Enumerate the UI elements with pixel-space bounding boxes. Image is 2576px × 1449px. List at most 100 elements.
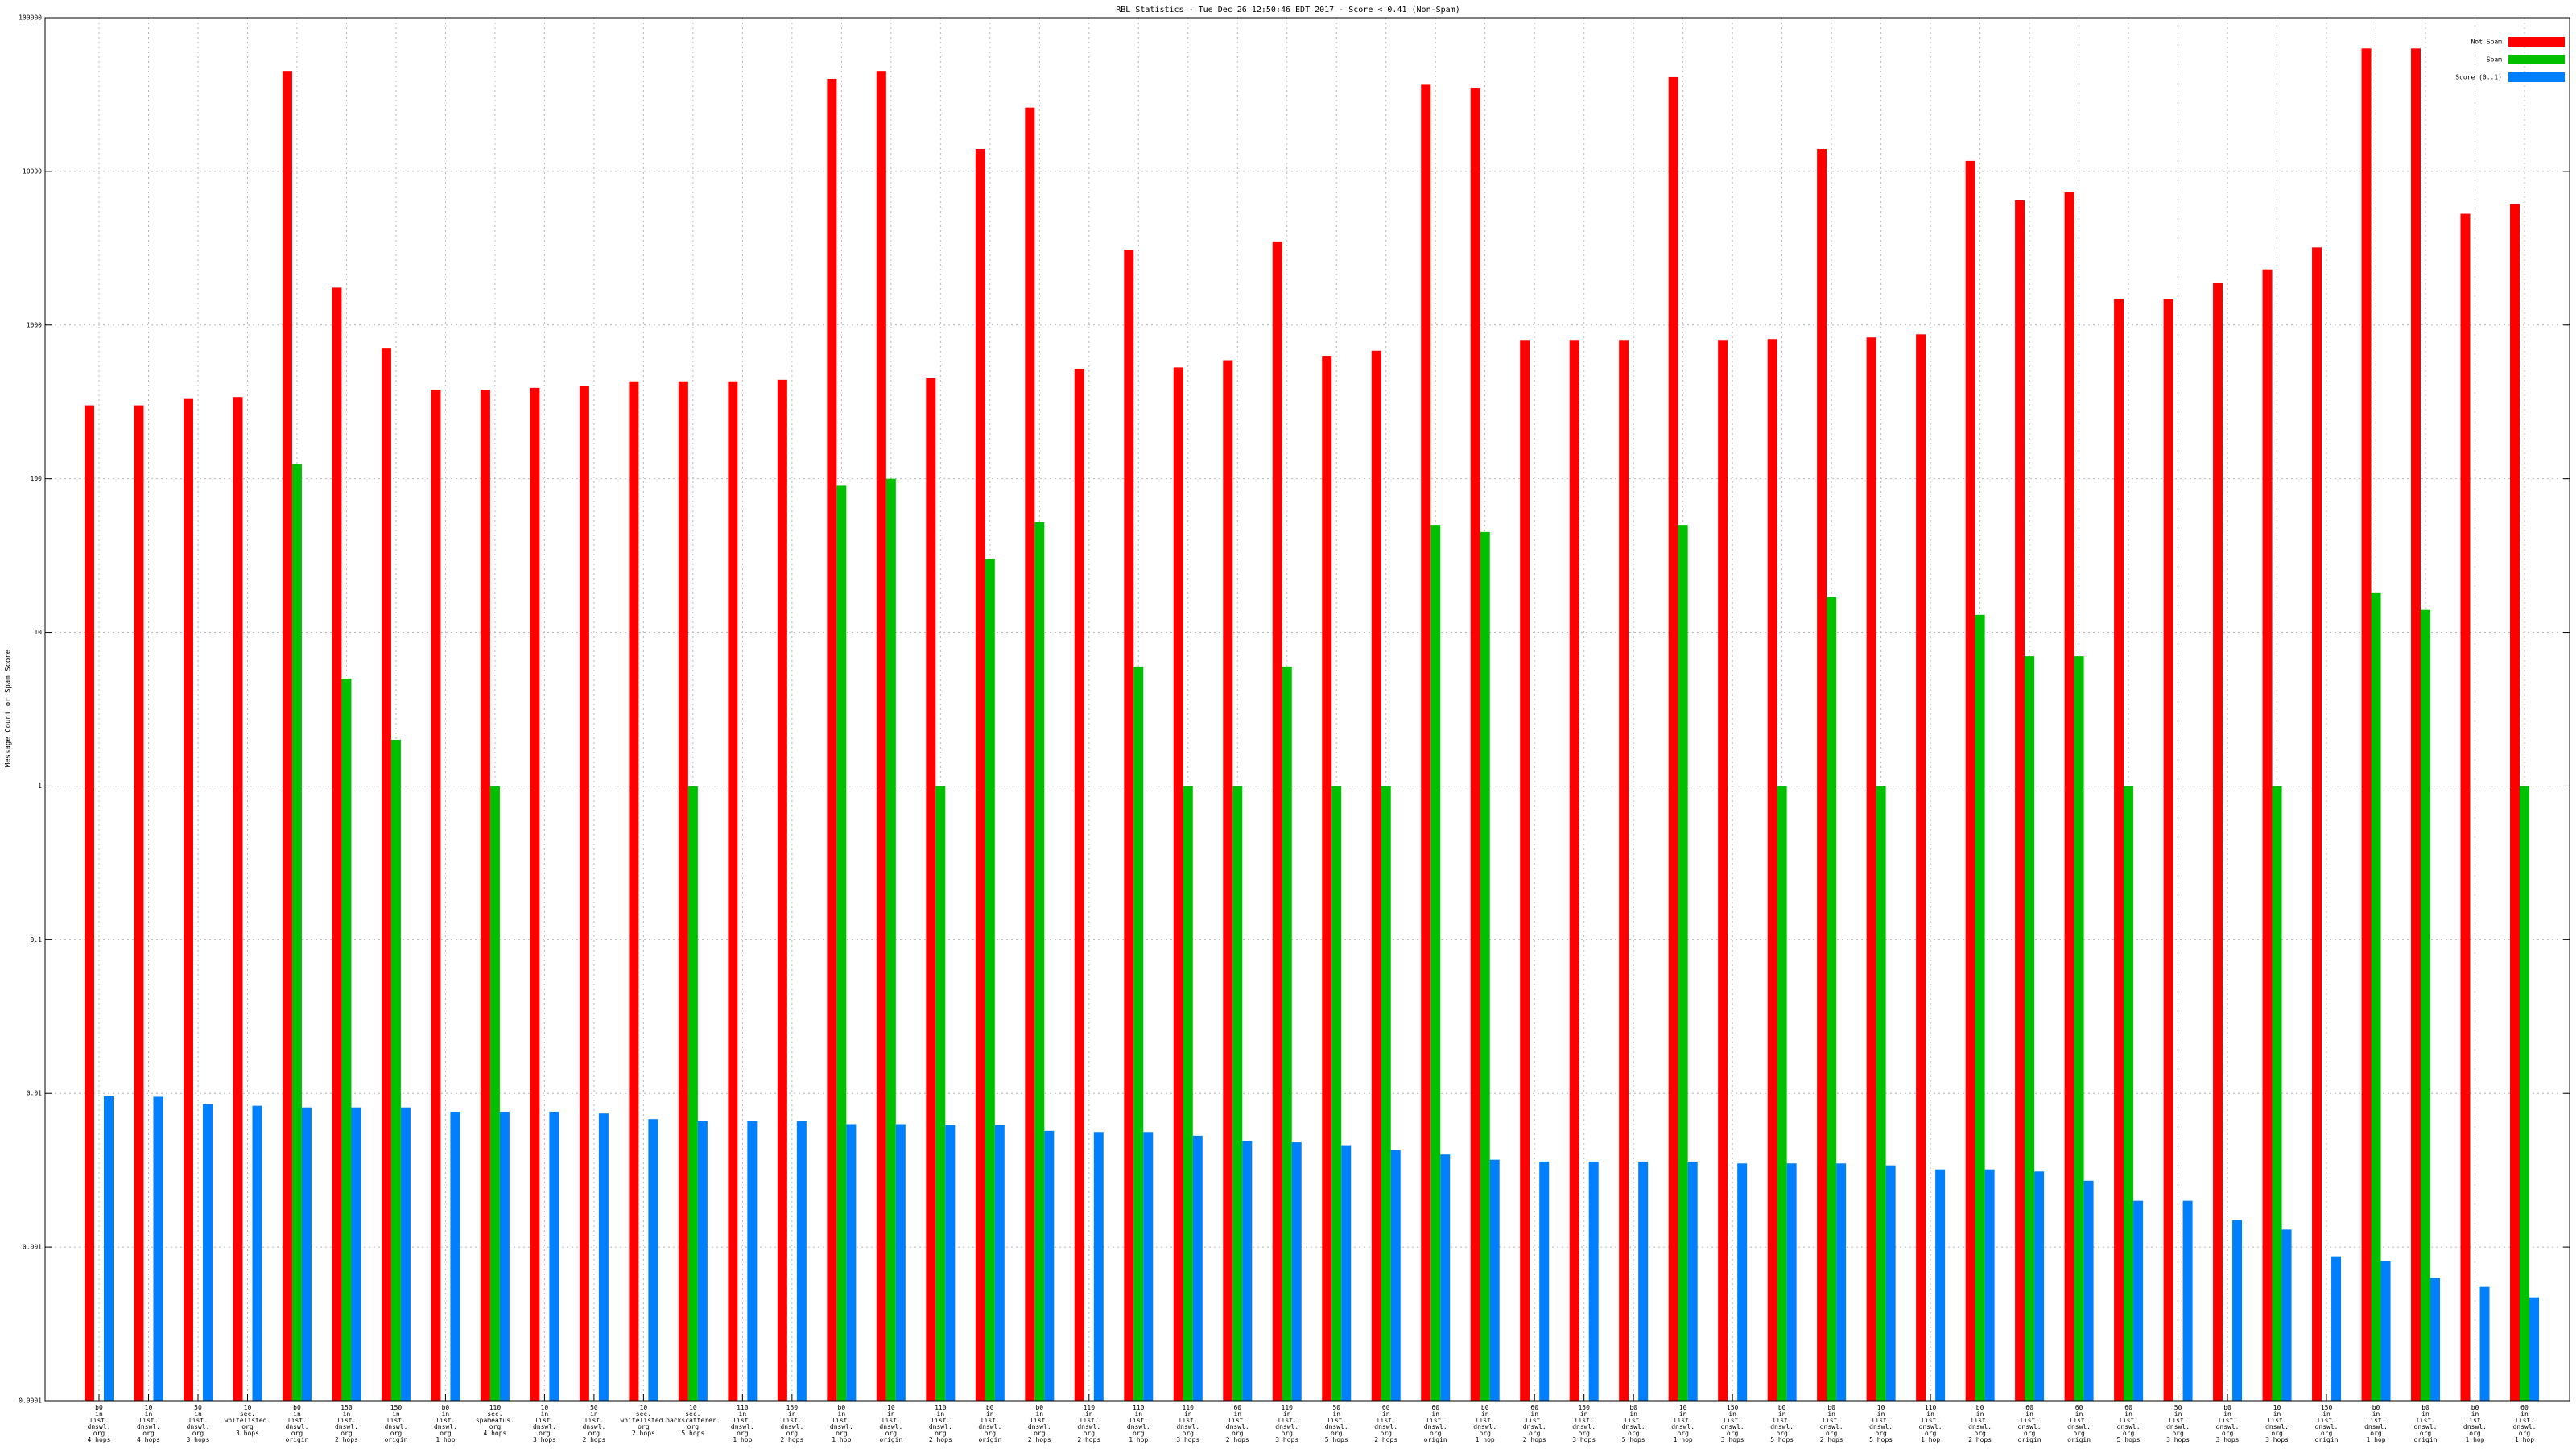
bar (1718, 340, 1728, 1401)
bar (1687, 1161, 1698, 1401)
bar (2262, 269, 2273, 1401)
bar (499, 1111, 510, 1401)
x-tick-label: 60 in list. dnswl. org 2 hops (1226, 1404, 1249, 1443)
x-tick-label: 10 in list. dnswl. org 4 hops (137, 1404, 160, 1443)
bar (351, 1107, 361, 1401)
bar (1381, 786, 1391, 1401)
x-tick-label: 10 sec. whitelisted. org 3 hops (225, 1404, 271, 1437)
bar (1430, 525, 1441, 1402)
bar (1737, 1163, 1748, 1401)
bar (2163, 299, 2174, 1401)
x-tick-label: 110 in list. dnswl. org 1 hop (731, 1404, 754, 1443)
x-tick-label: b0 in list. dnswl. org 2 hops (1968, 1404, 1992, 1443)
bar (341, 679, 352, 1401)
bar (549, 1111, 559, 1401)
bar (183, 398, 193, 1401)
bar (1183, 786, 1193, 1401)
bar (1291, 1142, 1302, 1401)
x-tick-label: b0 in list. dnswl. org 1 hop (830, 1404, 853, 1443)
bar (1520, 340, 1530, 1401)
x-tick-label: 10 sec. whitelisted. org 2 hops (620, 1404, 667, 1437)
bar (2232, 1220, 2243, 1401)
x-tick-label: b0 in list. dnswl. org origin (2414, 1404, 2438, 1443)
x-tick-label: b0 in list. dnswl. org 1 hop (1473, 1404, 1496, 1443)
bar (2213, 283, 2223, 1401)
bar (291, 464, 302, 1401)
bar (1470, 88, 1480, 1401)
x-tick-label: 110 in list. dnswl. org 1 hop (1127, 1404, 1150, 1443)
x-tick-label: 150 in list. dnswl. org 2 hops (335, 1404, 358, 1443)
x-tick-label: 60 in list. dnswl. org origin (2018, 1404, 2041, 1443)
bar (687, 786, 698, 1401)
x-tick-label: 10 in list. dnswl. org 5 hops (1869, 1404, 1893, 1443)
x-tick-label: 10 in list. dnswl. org 3 hops (2265, 1404, 2289, 1443)
x-tick-label: 110 in list. dnswl. org 3 hops (1176, 1404, 1199, 1443)
x-tick-label: b0 in list. dnswl. org 5 hops (1622, 1404, 1645, 1443)
x-tick-label: 60 in list. dnswl. org 2 hops (1523, 1404, 1546, 1443)
y-tick-label: 100 (31, 475, 43, 482)
bar (1322, 356, 1332, 1402)
bar (1638, 1161, 1649, 1401)
legend-swatch (2508, 72, 2565, 82)
bar (1044, 1130, 1055, 1401)
bar (1489, 1159, 1500, 1401)
bar (2331, 1256, 2342, 1401)
bar (530, 387, 540, 1401)
x-tick-label: b0 in list. dnswl. org 2 hops (1820, 1404, 1843, 1443)
bar (846, 1124, 857, 1401)
bar (2074, 656, 2084, 1401)
bar (895, 1124, 906, 1401)
bar (1390, 1150, 1401, 1401)
bar (2380, 1261, 2391, 1401)
x-tick-label: 150 in list. dnswl. org 3 hops (1572, 1404, 1596, 1443)
x-tick-label: 110 sec. spameatus. org 4 hops (476, 1404, 514, 1437)
y-tick-label: 1000 (27, 321, 42, 328)
bar (2520, 786, 2529, 1401)
legend-label: Spam (2487, 56, 2502, 64)
bar (1539, 1161, 1550, 1401)
bar (2034, 1171, 2045, 1401)
bar (85, 405, 94, 1402)
y-tick-label: 0.01 (27, 1090, 42, 1097)
bar (876, 71, 886, 1401)
bar (945, 1125, 956, 1401)
bar (678, 381, 688, 1401)
bar (1935, 1169, 1946, 1401)
bar (450, 1111, 460, 1401)
x-tick-label: 60 in list. dnswl. org 1 hop (2513, 1404, 2537, 1443)
bar (2371, 592, 2381, 1401)
bar (153, 1096, 163, 1401)
bar (1331, 786, 1342, 1401)
x-tick-label: b0 in list. dnswl. org 3 hops (2216, 1404, 2240, 1443)
x-tick-label: b0 in list. dnswl. org 1 hop (2364, 1404, 2388, 1443)
bar (836, 485, 847, 1401)
bar (2064, 192, 2074, 1402)
chart-title: RBL Statistics - Tue Dec 26 12:50:46 EDT… (1116, 6, 1459, 14)
bar (1984, 1169, 1995, 1401)
x-tick-label: 150 in list. dnswl. org 2 hops (780, 1404, 803, 1443)
bar (1569, 340, 1579, 1401)
bar (104, 1096, 114, 1401)
bar (1916, 334, 1926, 1401)
bar (827, 78, 837, 1402)
bar (697, 1121, 708, 1401)
bar (2114, 299, 2124, 1401)
bar (1876, 786, 1886, 1401)
bar (2361, 48, 2372, 1401)
x-tick-label: 110 in list. dnswl. org 2 hops (929, 1404, 952, 1443)
bar (648, 1119, 658, 1401)
x-tick-label: 110 in list. dnswl. org 3 hops (1275, 1404, 1298, 1443)
bar (1232, 786, 1243, 1401)
y-tick-label: 0.1 (31, 936, 43, 943)
bar (1133, 666, 1144, 1401)
bar (381, 348, 391, 1401)
y-tick-label: 10 (34, 629, 42, 636)
bar (728, 381, 738, 1401)
bar (1371, 350, 1381, 1401)
bar (975, 148, 985, 1402)
bar (2411, 48, 2421, 1401)
bar (400, 1107, 411, 1401)
bar (1866, 337, 1876, 1402)
bar (1421, 84, 1431, 1401)
y-axis-label: Message Count or Spam Score (5, 650, 13, 767)
